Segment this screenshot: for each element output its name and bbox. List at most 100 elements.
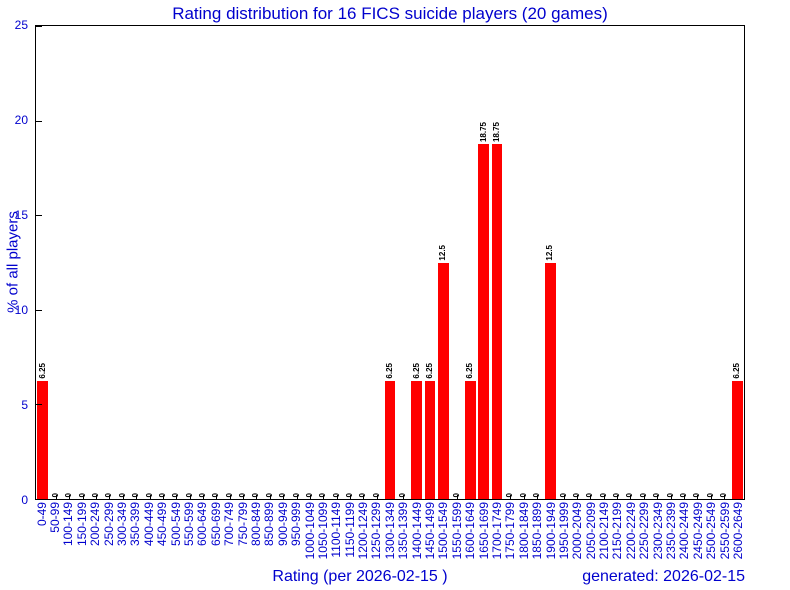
- x-tick-label-cell: 150-199: [74, 502, 89, 572]
- bar-slot: 0: [651, 26, 664, 499]
- x-tick-label: 1750-1799: [503, 502, 518, 560]
- bar-value-label: 0: [197, 492, 207, 497]
- bar-slot: 0: [530, 26, 543, 499]
- x-tick-mark: [69, 495, 71, 499]
- x-tick-label: 50-99: [48, 502, 63, 533]
- x-tick-label: 950-999: [289, 502, 304, 547]
- bar-slot: 18.75: [490, 26, 503, 499]
- bar-value-label: 0: [585, 492, 595, 497]
- bar-slot: 0: [276, 26, 289, 499]
- x-tick-label: 2400-2449: [677, 502, 692, 560]
- bar-value-label: 0: [705, 492, 715, 497]
- bar-value-label: 0: [625, 492, 635, 497]
- bar-slot: 0: [397, 26, 410, 499]
- y-tick-label: 25: [14, 18, 28, 32]
- x-tick-mark: [603, 495, 605, 499]
- x-tick-label: 700-749: [222, 502, 237, 547]
- x-tick-mark: [323, 495, 325, 499]
- x-tick-label: 2450-2499: [690, 502, 705, 560]
- bar-slot: 0: [570, 26, 583, 499]
- bar-value-label: 0: [304, 492, 314, 497]
- x-tick-label: 900-949: [275, 502, 290, 547]
- x-tick-mark: [122, 495, 124, 499]
- y-tick-labels: 0 5 10 15 20 25: [0, 18, 31, 507]
- x-tick-label: 1700-1749: [489, 502, 504, 560]
- bar-value-label: 0: [518, 492, 528, 497]
- x-tick-label: 150-199: [74, 502, 89, 547]
- bar-slot: 0: [250, 26, 263, 499]
- x-tick-mark: [349, 495, 351, 499]
- x-tick-label-cell: 1900-1949: [544, 502, 558, 572]
- bar-value-label: 0: [358, 492, 368, 497]
- x-tick-label-cell: 250-299: [102, 502, 116, 572]
- bar-value-label: 0: [291, 492, 301, 497]
- x-tick-mark: [256, 495, 258, 499]
- bar-slot: 0: [103, 26, 116, 499]
- x-tick-label-cell: 2050-2099: [584, 502, 598, 572]
- bar-value-label: 0: [238, 492, 248, 497]
- x-tick-label-cell: 1600-1649: [463, 502, 477, 572]
- bar-slot: 0: [330, 26, 343, 499]
- x-tick-mark: [724, 495, 725, 499]
- x-tick-label: 1100-1149: [329, 502, 344, 558]
- x-tick-label-cell: 1250-1299: [369, 502, 383, 572]
- bar-value-label: 0: [224, 492, 234, 497]
- x-tick-label: 1450-1499: [423, 502, 438, 560]
- y-tick-mark: [36, 215, 42, 217]
- y-tick-label: 0: [21, 493, 28, 507]
- x-tick-mark: [523, 495, 525, 499]
- x-tick-labels: 0-49 50-99 100-149 150-199 200-249 250-299 300…: [35, 502, 745, 572]
- x-tick-label-cell: 1650-1699: [477, 502, 491, 572]
- x-tick-label: 100-149: [61, 502, 76, 547]
- x-tick-label-cell: 1000-1049: [303, 502, 317, 572]
- bar-slot: 0: [49, 26, 62, 499]
- bar-slot: 6.25: [410, 26, 423, 499]
- x-tick-mark: [563, 495, 565, 499]
- bar-value-label: 0: [572, 492, 582, 497]
- x-tick-label-cell: 1800-1849: [517, 502, 531, 572]
- x-tick-label: 2150-2199: [610, 502, 625, 560]
- x-tick-label-cell: 2400-2449: [677, 502, 692, 572]
- x-tick-label-cell: 800-849: [249, 502, 263, 572]
- x-tick-label-cell: 2100-2149: [597, 502, 611, 572]
- x-tick-label: 500-549: [168, 502, 183, 547]
- x-tick-label: 0-49: [34, 502, 49, 527]
- bar: [411, 380, 423, 499]
- bar-slot: 0: [343, 26, 356, 499]
- bar-value-label: 0: [184, 492, 194, 497]
- bar-value-label: 0: [505, 492, 515, 497]
- bar-value-label: 0: [398, 492, 408, 497]
- x-tick-label-cell: 2550-2599: [718, 502, 732, 572]
- x-tick-mark: [96, 495, 98, 499]
- x-tick-label-cell: 1050-1099: [316, 502, 330, 572]
- bar: [424, 380, 436, 499]
- x-tick-label-cell: 1100-1149: [329, 502, 344, 572]
- y-tick-label: 5: [21, 398, 28, 412]
- bar-value-label: 0: [51, 492, 61, 497]
- bar-slot: 6.25: [383, 26, 396, 499]
- bar-slot: 0: [370, 26, 383, 499]
- x-tick-label: 1950-1999: [556, 502, 571, 560]
- x-tick-mark: [56, 495, 58, 499]
- bar-value-label: 0: [558, 492, 568, 497]
- bar-value-label: 0: [638, 492, 648, 497]
- bar-value-label: 18.75: [478, 122, 488, 143]
- bar-slot: 0: [517, 26, 530, 499]
- x-tick-label-cell: 700-749: [222, 502, 237, 572]
- bar-value-label: 0: [531, 492, 541, 497]
- x-tick-mark: [229, 495, 231, 499]
- x-tick-label-cell: 750-799: [236, 502, 250, 572]
- bar-slot: 6.25: [731, 26, 744, 499]
- x-tick-mark: [657, 495, 659, 499]
- y-tick-label: 10: [14, 303, 28, 317]
- x-tick-mark: [403, 495, 405, 499]
- x-tick-mark: [202, 495, 204, 499]
- bar-slot: 0: [610, 26, 623, 499]
- x-tick-label-cell: 400-449: [142, 502, 156, 572]
- bar-value-label: 0: [278, 492, 288, 497]
- bar: [37, 380, 49, 499]
- x-tick-label-cell: 100-149: [61, 502, 76, 572]
- x-tick-mark: [697, 495, 699, 499]
- x-tick-label-cell: 2300-2349: [651, 502, 665, 572]
- bar-value-label: 0: [211, 492, 221, 497]
